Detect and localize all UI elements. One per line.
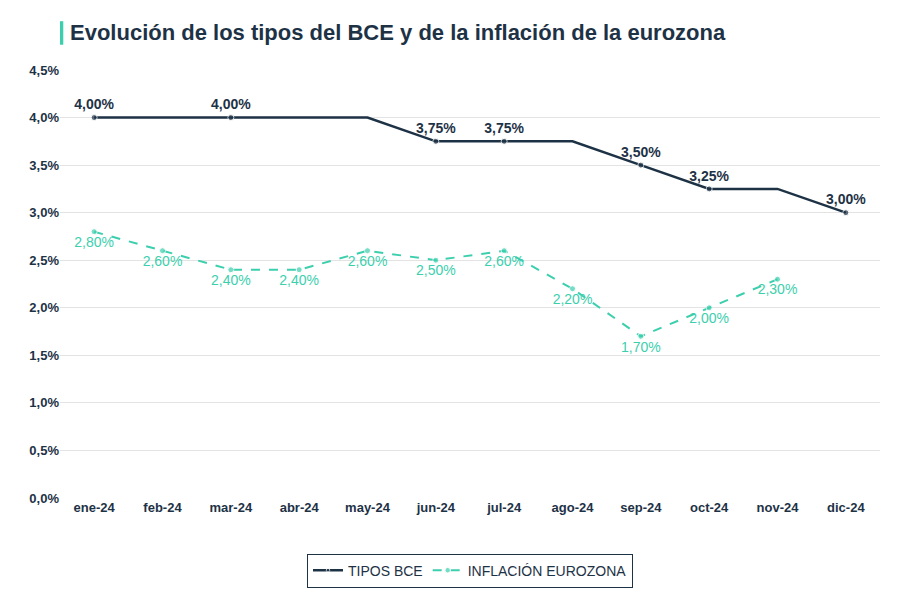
svg-text:1,0%: 1,0% [29, 395, 59, 410]
svg-text:2,60%: 2,60% [484, 253, 524, 269]
svg-text:jun-24: jun-24 [416, 500, 456, 515]
svg-text:0,0%: 0,0% [29, 491, 59, 506]
svg-text:3,75%: 3,75% [484, 120, 524, 136]
svg-text:dic-24: dic-24 [827, 500, 865, 515]
svg-text:TIPOS BCE: TIPOS BCE [348, 563, 423, 579]
svg-text:1,70%: 1,70% [621, 339, 661, 355]
svg-text:mar-24: mar-24 [210, 500, 253, 515]
svg-text:3,00%: 3,00% [826, 191, 866, 207]
svg-text:1,5%: 1,5% [29, 348, 59, 363]
svg-text:2,40%: 2,40% [211, 272, 251, 288]
svg-text:2,00%: 2,00% [689, 310, 729, 326]
svg-text:2,60%: 2,60% [143, 253, 183, 269]
svg-text:2,5%: 2,5% [29, 253, 59, 268]
svg-text:0,5%: 0,5% [29, 443, 59, 458]
svg-text:3,0%: 3,0% [29, 205, 59, 220]
svg-text:2,30%: 2,30% [758, 281, 798, 297]
svg-text:2,40%: 2,40% [279, 272, 319, 288]
svg-text:3,50%: 3,50% [621, 144, 661, 160]
svg-text:3,5%: 3,5% [29, 158, 59, 173]
svg-text:may-24: may-24 [345, 500, 391, 515]
svg-text:4,00%: 4,00% [74, 96, 114, 112]
svg-text:INFLACIÓN EUROZONA: INFLACIÓN EUROZONA [468, 563, 627, 579]
svg-text:ene-24: ene-24 [74, 500, 116, 515]
svg-text:oct-24: oct-24 [690, 500, 729, 515]
svg-text:3,25%: 3,25% [689, 168, 729, 184]
svg-text:nov-24: nov-24 [757, 500, 800, 515]
svg-text:2,60%: 2,60% [348, 253, 388, 269]
svg-text:2,80%: 2,80% [74, 234, 114, 250]
svg-text:feb-24: feb-24 [143, 500, 182, 515]
svg-text:abr-24: abr-24 [280, 500, 320, 515]
svg-text:Evolución de los tipos del BCE: Evolución de los tipos del BCE y de la i… [70, 20, 726, 45]
svg-text:2,0%: 2,0% [29, 300, 59, 315]
svg-text:ago-24: ago-24 [552, 500, 595, 515]
svg-text:3,75%: 3,75% [416, 120, 456, 136]
svg-text:2,50%: 2,50% [416, 262, 456, 278]
svg-text:jul-24: jul-24 [486, 500, 522, 515]
svg-text:4,00%: 4,00% [211, 96, 251, 112]
svg-text:2,20%: 2,20% [553, 291, 593, 307]
svg-text:4,5%: 4,5% [29, 63, 59, 78]
svg-text:sep-24: sep-24 [620, 500, 662, 515]
svg-text:4,0%: 4,0% [29, 110, 59, 125]
